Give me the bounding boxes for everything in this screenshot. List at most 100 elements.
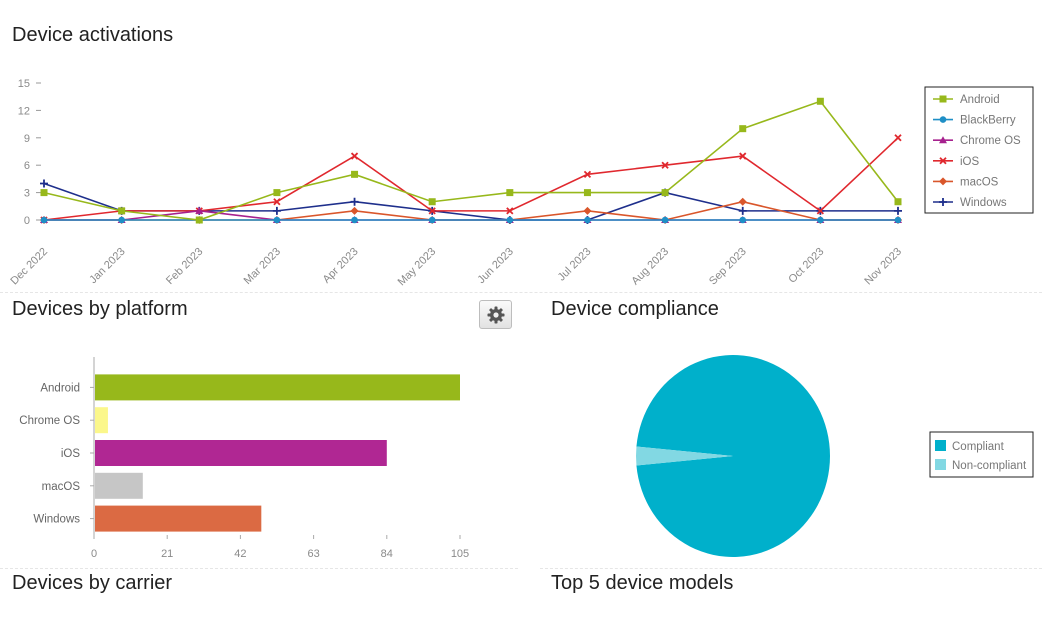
devices-by-platform-chart: 0 21 42 63 84 105 Android Chrome OS iOS macOS Wind… [19,357,469,560]
device-compliance-title: Device compliance [551,298,719,320]
x-tick-label: 84 [381,548,393,560]
legend-label: Non-compliant [952,460,1027,472]
legend-label: Windows [960,197,1007,209]
x-tick-label: 63 [307,548,319,560]
gear-icon [487,306,505,324]
pie-slice-non-compliant [636,446,733,466]
data-point [273,189,281,197]
x-tick-label: 42 [234,548,246,560]
y-tick-label: 12 [18,105,30,117]
data-point [738,206,747,215]
series-line [43,100,899,221]
series-blackberry [40,216,902,224]
data-point [583,189,591,197]
data-point [661,216,669,224]
data-point [506,189,514,197]
x-tick-label: Jun 2023 [475,246,515,286]
x-tick-label: Oct 2023 [786,246,826,286]
data-point [428,216,436,224]
data-point [350,152,359,160]
legend-marker [939,198,947,206]
x-tick-label: Mar 2023 [242,246,283,287]
x-tick-label: Aug 2023 [629,246,671,288]
data-point [583,170,592,178]
x-tick-label: Nov 2023 [862,246,904,288]
legend-label: macOS [960,176,999,188]
legend-marker [939,116,947,123]
data-point [816,207,825,215]
x-tick-label: Sep 2023 [707,246,749,288]
data-point [428,198,436,206]
data-point [40,189,48,197]
legend-marker [939,157,947,165]
data-point [40,179,48,188]
data-point [272,206,281,215]
legend-marker [939,177,947,186]
bar [95,505,262,532]
data-point [894,134,902,142]
data-point [506,207,514,215]
data-point [817,216,824,224]
legend-label: iOS [960,156,980,168]
legend-box [924,86,1034,214]
x-tick-label: Jul 2023 [556,246,594,284]
x-tick-label: 105 [451,548,469,560]
data-point [739,125,747,133]
device-activations-title: Device activations [12,24,174,46]
device-compliance-chart: Compliant Non-compliant [636,355,1034,557]
series-ios [40,134,902,224]
data-point [273,198,281,206]
data-point [584,216,591,224]
series-windows [40,179,902,224]
y-tick-label: 0 [24,215,30,227]
bar [95,440,387,466]
data-point [506,216,514,224]
legend-marker [939,95,947,103]
x-tick-label: Jan 2023 [87,246,127,286]
legend-label: Chrome OS [960,135,1021,147]
data-point [351,170,359,178]
section-divider [0,292,1042,293]
x-tick-label: Apr 2023 [321,246,361,286]
legend-label: Compliant [952,441,1005,453]
category-label: Android [40,382,80,394]
data-point [894,206,902,215]
legend-swatch [935,440,946,451]
legend-label: Android [960,94,1000,106]
category-label: macOS [42,481,81,493]
x-tick-label: May 2023 [396,246,439,289]
data-point [195,206,204,214]
bar [95,407,108,434]
bar [95,472,143,499]
data-point [739,216,747,224]
data-point [428,207,436,215]
data-point [273,216,281,224]
data-point [738,197,747,206]
x-tick-label: Feb 2023 [164,246,205,287]
legend-box [929,431,1034,478]
data-point [739,152,747,160]
x-tick-label: Dec 2022 [8,246,50,288]
section-divider [540,568,1042,569]
platform-settings-button[interactable] [479,300,512,329]
legend-label: BlackBerry [960,115,1016,127]
category-label: Chrome OS [19,415,80,427]
category-label: Windows [33,514,80,526]
x-tick-label: 21 [161,548,173,560]
bar [95,374,460,401]
y-tick-label: 15 [18,78,30,90]
category-label: iOS [61,448,81,460]
data-point [351,216,358,224]
data-point [118,216,125,224]
data-point [40,216,48,224]
x-tick-label: 0 [91,548,97,560]
data-point [118,207,126,215]
data-point [816,97,824,105]
data-point [661,189,669,197]
data-point [894,216,902,224]
data-point [894,198,902,206]
data-point [661,161,669,169]
pie-slice-compliant [636,355,830,557]
y-tick-label: 9 [24,133,30,145]
legend-marker [939,136,947,144]
